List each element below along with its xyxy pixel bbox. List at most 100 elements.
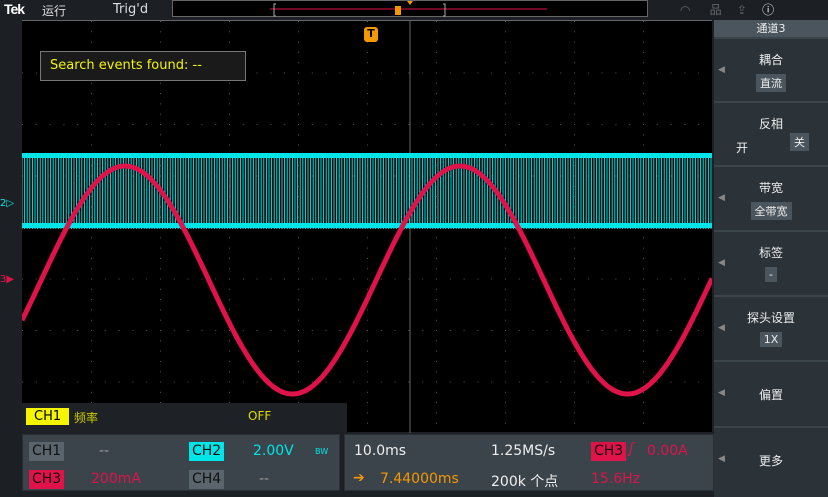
grid-dot (367, 41, 368, 43)
horizontal-trigger-status[interactable]: 10.0ms 1.25MS/s CH3 ʃ 0.00A ➔ 7.44000ms … (344, 434, 714, 491)
wifi-icon[interactable]: ◠ (680, 3, 691, 17)
grid-dot (574, 196, 575, 198)
invert-off[interactable]: 关 (790, 133, 809, 151)
grid-dot (367, 72, 368, 74)
grid-dot (656, 278, 658, 280)
export-icon[interactable]: ⇪ (736, 3, 747, 17)
grid-dot (394, 278, 396, 280)
grid-dot (298, 103, 299, 105)
grid-dot (298, 340, 299, 342)
waveform-display[interactable]: Search events found: -- T (19, 20, 715, 433)
grid-dot (298, 309, 299, 311)
ch1-badge[interactable]: CH1 (29, 442, 65, 461)
grid-dot (408, 278, 410, 280)
menu-more[interactable]: ◀ 更多 (714, 426, 828, 494)
grid-dot (394, 330, 396, 331)
grid-dot (643, 62, 644, 64)
grid-dot (173, 175, 175, 177)
grid-dot (160, 340, 161, 342)
grid-dot (670, 124, 672, 125)
menu-label-setting[interactable]: ◀ 标签 - (714, 230, 828, 295)
menu-offset[interactable]: ◀ 偏置 (714, 360, 828, 426)
ch3-badge[interactable]: CH3 (29, 470, 65, 489)
grid-dot (574, 82, 575, 84)
grid-dot (160, 165, 161, 167)
menu-invert[interactable]: 反相 开 关 (714, 101, 828, 165)
grid-dot (298, 360, 299, 362)
grid-dot (643, 330, 644, 331)
menu-value: 直流 (756, 74, 786, 92)
grid-dot (574, 299, 575, 301)
menu-label: 带宽 (758, 181, 783, 195)
grid-dot (160, 257, 161, 259)
grid-dot (574, 412, 575, 414)
grid-dot (643, 402, 644, 404)
grid-dot (229, 309, 230, 311)
grid-dot (463, 124, 465, 125)
ch2-waveform (21, 153, 712, 229)
grid-dot (643, 360, 644, 362)
grid-dot (505, 41, 506, 43)
grid-dot (353, 124, 355, 125)
grid-dot (436, 299, 437, 301)
grid-dot (477, 72, 479, 74)
grid-dot (91, 330, 92, 331)
grid-dot (574, 31, 575, 33)
grid-dot (643, 340, 644, 342)
grid-dot (367, 134, 368, 136)
grid-dot (505, 82, 506, 84)
invert-on[interactable]: 开 (736, 141, 749, 155)
grid-dot (49, 381, 51, 383)
grid-dot (643, 124, 644, 125)
menu-coupling[interactable]: ◀ 耦合 直流 (714, 37, 828, 101)
grid-dot (49, 175, 51, 177)
grid-dot (91, 93, 92, 95)
grid-dot (91, 299, 92, 301)
grid-dot (160, 309, 161, 311)
grid-dot (643, 113, 644, 115)
grid-dot (311, 175, 313, 177)
ch2-badge[interactable]: CH2 (189, 442, 225, 461)
grid-dot (574, 72, 575, 74)
ch3-marker[interactable]: 3▶ (0, 274, 15, 285)
grid-dot (518, 330, 520, 331)
grid-dot (436, 257, 437, 259)
grid-dot (574, 175, 575, 177)
grid-dot (201, 330, 203, 331)
grid-dot (298, 196, 299, 198)
grid-dot (436, 381, 437, 383)
measurement-bar[interactable]: CH1 频率 OFF (22, 403, 347, 432)
grid-dot (684, 124, 686, 125)
network-icon[interactable]: 品 (709, 3, 722, 17)
grid-dot (574, 51, 575, 53)
grid-dot (298, 319, 299, 321)
grid-dot (242, 381, 244, 383)
ch4-badge[interactable]: CH4 (189, 470, 225, 489)
ch2-marker[interactable]: 2▷ (0, 198, 15, 209)
trigger-frequency: 15.6Hz (591, 471, 641, 487)
menu-probe-setup[interactable]: ◀ 探头设置 1X (714, 295, 828, 360)
grid-dot (339, 175, 341, 177)
record-overview[interactable] (172, 0, 648, 17)
grid-dot (242, 330, 244, 331)
grid-dot (339, 278, 341, 280)
menu-label: 反相 (758, 117, 783, 131)
menu-bandwidth[interactable]: ◀ 带宽 全带宽 (714, 165, 828, 230)
grid-dot (601, 124, 603, 125)
grid-dot (91, 350, 92, 352)
grid-dot (449, 278, 451, 280)
grid-dot (367, 340, 368, 342)
grid-dot (91, 31, 92, 33)
run-state[interactable]: 运行 (42, 4, 67, 18)
grid-dot (229, 144, 230, 146)
grid-dot (587, 330, 589, 331)
grid-dot (436, 165, 437, 167)
grid-dot (298, 93, 299, 95)
grid-dot (201, 124, 203, 125)
grid-dot (449, 124, 451, 125)
grid-dot (436, 278, 437, 280)
help-icon[interactable]: ⓘ (762, 3, 775, 17)
grid-dot (574, 41, 575, 43)
waveform-svg (19, 21, 715, 433)
grid-dot (22, 124, 23, 125)
